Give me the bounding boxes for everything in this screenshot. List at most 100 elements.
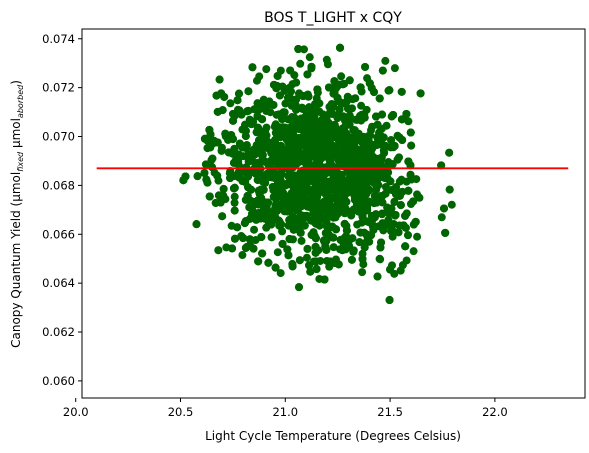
scatter-point (249, 207, 258, 216)
scatter-point (373, 120, 382, 129)
scatter-point (226, 99, 235, 108)
scatter-point (311, 242, 320, 251)
scatter-point (283, 245, 292, 254)
scatter-point (264, 258, 273, 267)
scatter-point (306, 193, 315, 202)
scatter-point (302, 111, 311, 120)
scatter-point (334, 188, 343, 197)
scatter-point (362, 237, 371, 246)
scatter-point (375, 254, 384, 263)
scatter-point (325, 223, 334, 232)
scatter-point (282, 180, 291, 189)
scatter-point (353, 146, 362, 155)
scatter-point (207, 156, 216, 165)
y-axis-label-mid: μmol (9, 118, 23, 152)
scatter-point (385, 86, 394, 95)
scatter-point (401, 242, 410, 251)
scatter-point (290, 126, 299, 135)
scatter-point (339, 198, 348, 207)
scatter-point (440, 204, 449, 213)
scatter-point (363, 202, 372, 211)
scatter-point (238, 251, 247, 260)
scatter-point (201, 160, 210, 169)
scatter-point (285, 83, 294, 92)
scatter-point (275, 183, 284, 192)
scatter-point (397, 87, 406, 96)
scatter-point (299, 133, 308, 142)
x-tick-label: 20.0 (63, 405, 89, 419)
scatter-point (359, 134, 368, 143)
scatter-point (241, 243, 250, 252)
scatter-point (358, 255, 367, 264)
scatter-point (229, 116, 238, 125)
scatter-point (387, 136, 396, 145)
scatter-point (252, 76, 261, 85)
scatter-point (265, 145, 274, 154)
scatter-point (395, 221, 404, 230)
scatter-point (299, 45, 308, 54)
scatter-point (259, 144, 268, 153)
scatter-point (353, 160, 362, 169)
scatter-point (319, 214, 328, 223)
y-axis-label-sub2: aborbed (16, 84, 25, 118)
scatter-point (308, 137, 317, 146)
scatter-point (275, 91, 284, 100)
scatter-point (232, 156, 241, 165)
scatter-point (345, 76, 354, 85)
scatter-point (382, 121, 391, 130)
scatter-point (326, 108, 335, 117)
scatter-point (344, 242, 353, 251)
scatter-point (319, 197, 328, 206)
scatter-point (416, 89, 425, 98)
scatter-point (329, 243, 338, 252)
scatter-point (253, 175, 262, 184)
scatter-point (315, 99, 324, 108)
scatter-point (365, 79, 374, 88)
scatter-point (347, 207, 356, 216)
y-tick-label: 0.066 (42, 227, 75, 241)
scatter-point (213, 171, 222, 180)
scatter-point (276, 269, 285, 278)
scatter-point (273, 71, 282, 80)
scatter-point (441, 228, 450, 237)
scatter-point (244, 87, 253, 96)
scatter-point (394, 228, 403, 237)
scatter-point (233, 96, 242, 105)
scatter-point (302, 253, 311, 262)
scatter-point (397, 115, 406, 124)
scatter-point (208, 163, 217, 172)
x-axis-label: Light Cycle Temperature (Degrees Celsius… (205, 429, 461, 443)
scatter-point (215, 75, 224, 84)
scatter-point (352, 176, 361, 185)
x-tick-label: 22.0 (482, 405, 508, 419)
scatter-point (323, 60, 332, 69)
scatter-point (385, 296, 394, 305)
scatter-point (349, 247, 358, 256)
scatter-point (307, 230, 316, 239)
scatter-point (267, 233, 276, 242)
scatter-point (415, 193, 424, 202)
scatter-point (241, 126, 250, 135)
scatter-point (311, 105, 320, 114)
scatter-point (313, 155, 322, 164)
scatter-point (413, 232, 422, 241)
x-axis: 20.0 20.5 21.0 21.5 22.0 (63, 398, 508, 419)
scatter-point (437, 161, 446, 170)
scatter-point (404, 117, 413, 126)
scatter-point (369, 225, 378, 234)
scatter-point (271, 263, 280, 272)
scatter-point (307, 62, 316, 71)
scatter-point (254, 105, 263, 114)
scatter-point (407, 175, 416, 184)
scatter-point (308, 143, 317, 152)
scatter-point (258, 151, 267, 160)
scatter-point (359, 196, 368, 205)
scatter-point (372, 176, 381, 185)
scatter-point (445, 148, 454, 157)
scatter-point (193, 172, 202, 181)
scatter-point (289, 142, 298, 151)
scatter-point (404, 186, 413, 195)
scatter-point (227, 131, 236, 140)
scatter-point (243, 172, 252, 181)
scatter-point (350, 152, 359, 161)
